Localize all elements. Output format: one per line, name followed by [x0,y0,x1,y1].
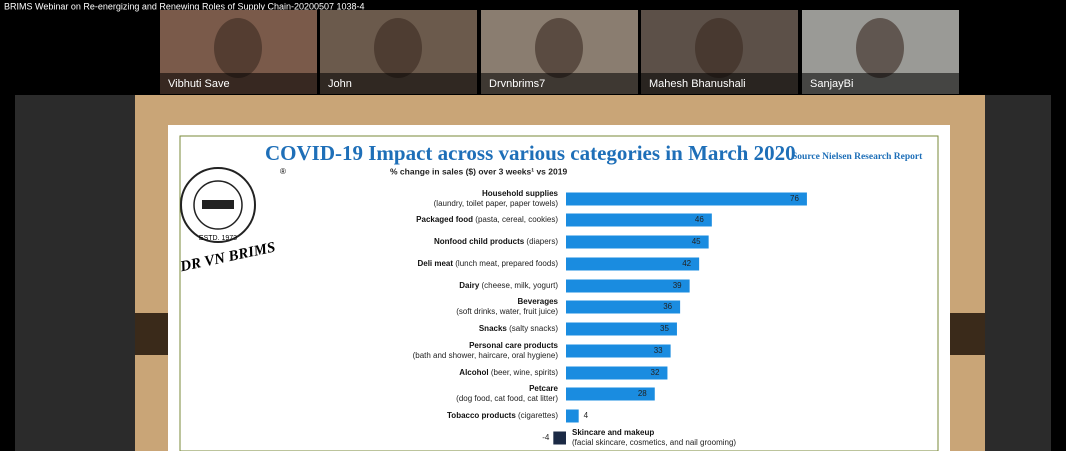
participant-video [695,18,743,78]
category-detail: (cigarettes) [516,411,559,420]
category-label: Packaged food (pasta, cereal, cookies) [416,215,558,224]
participant-video [535,18,583,78]
bar [566,258,699,271]
bar [566,193,807,206]
screen: BRIMS Webinar on Re-energizing and Renew… [0,0,1066,451]
category-detail: (laundry, toilet paper, paper towels) [434,199,559,208]
registered-mark: ® [280,167,286,176]
category-name: Dairy [459,281,480,290]
value-label: 45 [692,237,701,246]
chart-subtitle: % change in sales ($) over 3 weeks¹ vs 2… [390,166,567,176]
bar [553,432,566,445]
chart-title: COVID-19 Impact across various categorie… [265,141,796,165]
category-detail: (beer, wine, spirits) [489,368,559,377]
category-name: Nonfood child products [434,237,525,246]
value-label: 36 [663,302,672,311]
participant-name: Mahesh Bhanushali [649,78,746,90]
window-title: BRIMS Webinar on Re-energizing and Renew… [4,1,365,11]
category-detail: (diapers) [524,237,558,246]
value-label: 46 [695,215,704,224]
value-label: 76 [790,194,799,203]
category-detail: (soft drinks, water, fruit juice) [456,307,558,316]
category-detail: (facial skincare, cosmetics, and nail gr… [572,438,736,447]
value-label: 32 [651,368,660,377]
bar [566,410,579,423]
category-label: Nonfood child products (diapers) [434,237,558,246]
participant-name: SanjayBi [810,78,853,90]
value-label: 33 [654,346,663,355]
category-detail: (lunch meat, prepared foods) [453,259,558,268]
value-label: 35 [660,324,669,333]
category-name: Beverages [518,297,559,306]
category-label: Snacks (salty snacks) [479,324,558,333]
category-detail: (bath and shower, haircare, oral hygiene… [413,351,559,360]
participant-name: Vibhuti Save [168,78,230,90]
category-label: Tobacco products (cigarettes) [447,411,558,420]
category-name: Tobacco products [447,411,516,420]
value-label: -4 [542,433,550,442]
participant-video [856,18,904,78]
participant-name: John [328,78,352,90]
category-label: Deli meat (lunch meat, prepared foods) [417,259,558,268]
category-name: Alcohol [459,368,488,377]
value-label: 42 [682,259,691,268]
value-label: 28 [638,389,647,398]
bar [566,214,712,227]
category-detail: (pasta, cereal, cookies) [473,215,558,224]
category-name: Household supplies [482,189,559,198]
category-label: Alcohol (beer, wine, spirits) [459,368,558,377]
category-name: Personal care products [469,341,558,350]
chart-source: Source Nielsen Research Report [792,152,923,162]
category-name: Deli meat [417,259,453,268]
category-name: Packaged food [416,215,473,224]
bar [566,280,690,293]
category-name: Petcare [529,384,558,393]
value-label: 39 [673,281,682,290]
category-detail: (dog food, cat food, cat litter) [456,394,558,403]
value-label: 4 [584,411,589,420]
participant-video [374,18,422,78]
participant-name: Drvnbrims7 [489,78,545,90]
category-detail: (salty snacks) [507,324,558,333]
logo-estd: ESTD. 1973 [199,235,237,242]
category-label: Dairy (cheese, milk, yogurt) [459,281,558,290]
logo-emblem [202,200,234,209]
category-name: Skincare and makeup [572,428,654,437]
category-name: Snacks [479,324,508,333]
participant-video [214,18,262,78]
bar [566,236,709,249]
category-detail: (cheese, milk, yogurt) [479,281,558,290]
